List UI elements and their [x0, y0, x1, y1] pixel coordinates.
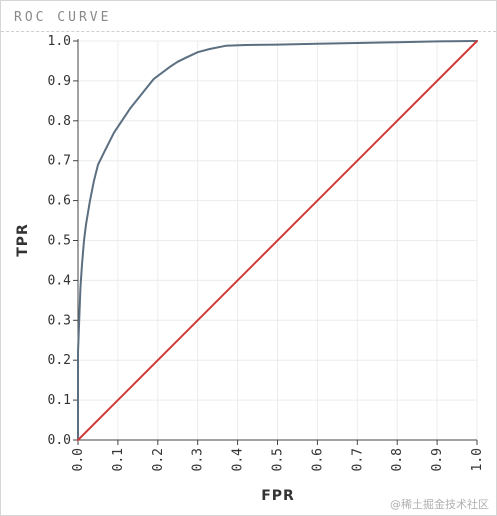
x-tick-label: 1.0	[470, 448, 485, 471]
x-tick-label: 0.8	[390, 448, 405, 471]
x-tick-label: 0.3	[191, 448, 206, 471]
x-tick-label: 0.1	[111, 448, 126, 471]
y-tick-label: 0.7	[48, 154, 71, 169]
y-tick-label: 0.3	[48, 313, 71, 328]
chart-title: ROC CURVE	[14, 10, 112, 25]
y-tick-label: 0.9	[48, 74, 71, 89]
y-tick-label: 0.1	[48, 393, 71, 408]
y-tick-label: 0.0	[48, 433, 71, 448]
x-tick-label: 0.9	[430, 448, 445, 471]
y-tick-label: 0.5	[48, 234, 71, 249]
y-axis-title: TPR	[15, 223, 31, 257]
y-tick-label: 0.4	[48, 273, 72, 288]
diagonal-reference-line	[77, 40, 478, 441]
x-tick-label: 0.7	[350, 448, 365, 471]
y-tick-label: 0.6	[48, 194, 71, 209]
watermark: @稀土掘金技术社区	[390, 498, 489, 511]
x-tick-label: 0.0	[71, 448, 86, 471]
x-axis-title: FPR	[261, 488, 295, 504]
x-tick-label: 0.5	[271, 448, 286, 471]
x-tick-label: 0.4	[231, 448, 246, 472]
series-lines	[77, 40, 478, 441]
y-tick-label: 0.2	[48, 353, 71, 368]
chart-header: ROC CURVE	[1, 1, 496, 32]
x-tick-label: 0.2	[151, 448, 166, 471]
roc-curve-line	[77, 40, 478, 441]
y-tick-label: 1.0	[48, 34, 71, 49]
tick-labels: 0.0 0.1 0.2 0.3 0.4 0.5 0.6 0.7 0.8 0.9 1.0 0.0 0.1 0…	[48, 34, 485, 471]
y-tick-label: 0.8	[48, 114, 71, 129]
x-tick-label: 0.6	[310, 448, 325, 471]
